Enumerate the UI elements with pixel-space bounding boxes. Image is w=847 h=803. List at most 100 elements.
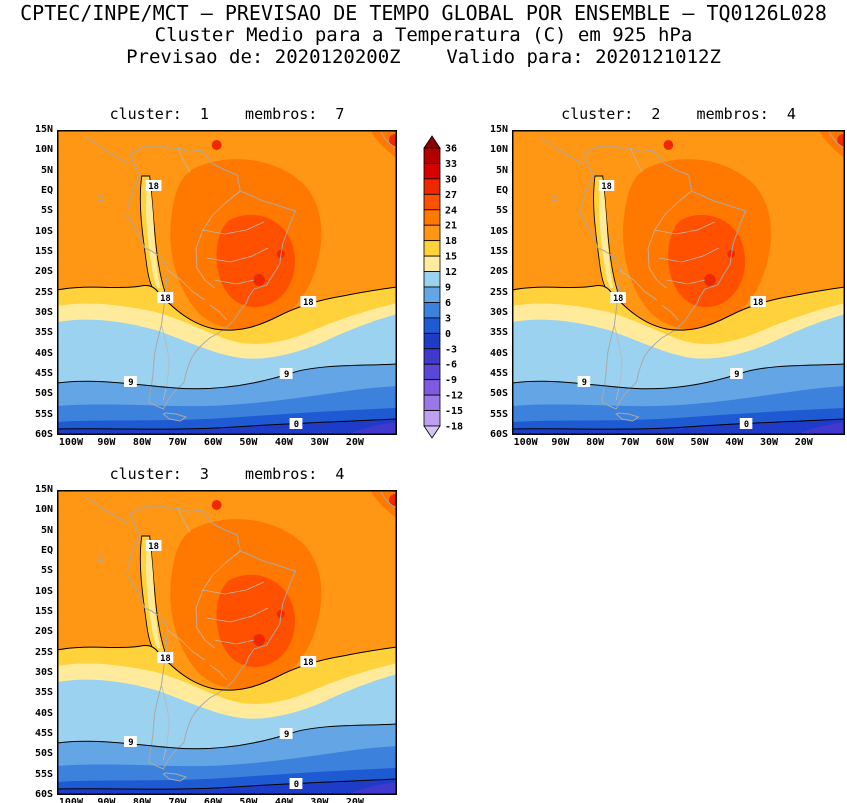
- lat-tick-label: 15S: [34, 606, 53, 617]
- colorbar-label: 24: [445, 205, 457, 216]
- latitude-axis: 15N 10N 5N EQ 5S 10S 15S 20S 25S 30S 35S 40S 45S 50S 5…: [27, 125, 55, 440]
- lon-tick-label: 60W: [203, 797, 222, 803]
- title-line-2: Cluster Medio para a Temperatura (C) em …: [154, 24, 693, 46]
- panel-title: cluster: 3 membros: 4: [109, 465, 345, 483]
- colorbar-segment: [423, 302, 441, 319]
- lat-tick-label: 20S: [489, 266, 508, 278]
- lat-tick-label: 25S: [34, 286, 53, 298]
- lat-tick-label: 35S: [489, 327, 508, 339]
- colorbar-segment: [423, 348, 441, 365]
- lon-tick-label: 100W: [513, 437, 538, 448]
- lat-tick-label: 5S: [495, 205, 508, 217]
- panel-title: cluster: 2 membros: 4: [561, 105, 796, 123]
- lat-tick-label: 10N: [489, 144, 508, 156]
- lat-tick-label: 30S: [34, 307, 53, 318]
- lon-tick-label: 50W: [690, 437, 709, 448]
- colorbar-label: -15: [445, 406, 463, 417]
- lat-tick-label: 45S: [34, 368, 53, 379]
- lat-tick-label: 10S: [34, 585, 53, 597]
- lon-tick-label: 80W: [132, 437, 151, 448]
- colorbar-segment: [423, 240, 441, 257]
- lat-tick-label: 10S: [489, 225, 508, 237]
- lat-tick-label: EQ: [495, 185, 508, 196]
- colorbar-top-arrow: [423, 135, 441, 149]
- lat-tick-label: 25S: [489, 286, 508, 298]
- colorbar-segment: [423, 224, 441, 242]
- colorbar-label: 0: [445, 329, 451, 340]
- lat-tick-label: 50S: [34, 748, 53, 760]
- colorbar-segment: [423, 394, 441, 411]
- lon-tick-label: 40W: [274, 437, 293, 448]
- map-cluster-1: [57, 130, 397, 435]
- panel-title: cluster: 1 membros: 7: [109, 105, 345, 123]
- latitude-axis: 15N 10N 5N EQ 5S 10S 15S 20S 25S 30S 35S 40S 45S 50S 5…: [27, 485, 55, 800]
- colorbar-segment: [423, 209, 441, 226]
- colorbar-bottom-arrow: [423, 425, 441, 439]
- lon-tick-label: 70W: [168, 437, 187, 448]
- lat-tick-label: 20S: [34, 626, 53, 638]
- lat-tick-label: 30S: [34, 667, 53, 678]
- lat-tick-label: 10N: [34, 504, 53, 516]
- colorbar-label: -3: [445, 344, 457, 355]
- lon-tick-label: 30W: [310, 437, 329, 448]
- panel-cluster-3: cluster: 3 membros: 4 15N 10N 5N EQ 5S 10S 15S…: [27, 463, 400, 803]
- lat-tick-label: 15S: [489, 246, 508, 257]
- lon-tick-label: 90W: [97, 797, 116, 803]
- colorbar-segment: [423, 363, 441, 381]
- lat-tick-label: 10S: [34, 225, 53, 237]
- lat-tick-label: 5N: [40, 164, 53, 176]
- map-frame: [57, 130, 397, 435]
- colorbar-label: -9: [445, 375, 457, 386]
- colorbar-label: 33: [445, 159, 457, 170]
- lon-tick-label: 70W: [168, 797, 187, 803]
- lat-tick-label: 40S: [489, 347, 508, 359]
- lon-tick-label: 50W: [239, 437, 258, 448]
- lat-tick-label: 55S: [34, 408, 53, 420]
- lat-tick-label: 60S: [34, 789, 53, 800]
- colorbar-segment: [423, 147, 441, 164]
- lon-tick-label: 100W: [58, 797, 83, 803]
- lat-tick-label: 60S: [34, 429, 53, 440]
- colorbar-segment: [423, 317, 441, 334]
- lon-tick-label: 20W: [794, 437, 813, 448]
- lon-tick-label: 100W: [58, 437, 83, 448]
- lat-tick-label: 50S: [489, 388, 508, 400]
- lon-tick-label: 60W: [203, 437, 222, 448]
- colorbar-segment: [423, 178, 441, 195]
- lon-tick-label: 60W: [655, 437, 674, 448]
- colorbar-label: 36: [445, 144, 457, 155]
- lat-tick-label: 40S: [34, 707, 53, 719]
- colorbar-label: 9: [445, 283, 451, 294]
- map-cluster-3: [57, 490, 397, 795]
- colorbar-segment: [423, 193, 441, 211]
- lat-tick-label: 20S: [34, 266, 53, 278]
- lat-tick-label: 15S: [34, 246, 53, 257]
- lat-tick-label: 55S: [489, 408, 508, 420]
- lat-tick-label: 25S: [34, 646, 53, 658]
- lon-tick-label: 40W: [274, 797, 293, 803]
- lon-tick-label: 80W: [132, 797, 151, 803]
- lon-tick-label: 20W: [345, 437, 364, 448]
- colorbar-segment: [423, 255, 441, 272]
- lon-tick-label: 80W: [586, 437, 605, 448]
- lon-tick-label: 20W: [345, 797, 364, 803]
- lat-tick-label: 55S: [34, 768, 53, 780]
- lat-tick-label: EQ: [40, 185, 53, 196]
- colorbar-segment: [423, 332, 441, 350]
- lon-tick-label: 70W: [620, 437, 639, 448]
- lat-tick-label: 15N: [34, 484, 53, 495]
- colorbar-label: 12: [445, 267, 457, 278]
- title-line-3: Previsao de: 2020120200Z Valido para: 20…: [126, 46, 721, 68]
- lat-tick-label: 35S: [34, 687, 53, 699]
- colorbar-label: 15: [445, 252, 457, 263]
- colorbar-label: 3: [445, 313, 451, 324]
- latitude-axis: 15N 10N 5N EQ 5S 10S 15S 20S 25S 30S 35S 40S 45S 50S 5…: [482, 125, 510, 440]
- colorbar-label: 21: [445, 221, 457, 232]
- lat-tick-label: 35S: [34, 327, 53, 339]
- lat-tick-label: 15N: [34, 124, 53, 135]
- panel-cluster-1: cluster: 1 membros: 7 15N 10N 5N EQ 5S 10S 15S…: [27, 103, 400, 451]
- longitude-axis: 100W 90W 80W 70W 60W 50W 40W 30W 20W: [57, 796, 397, 803]
- lat-tick-label: 45S: [34, 728, 53, 739]
- colorbar-segment: [423, 286, 441, 303]
